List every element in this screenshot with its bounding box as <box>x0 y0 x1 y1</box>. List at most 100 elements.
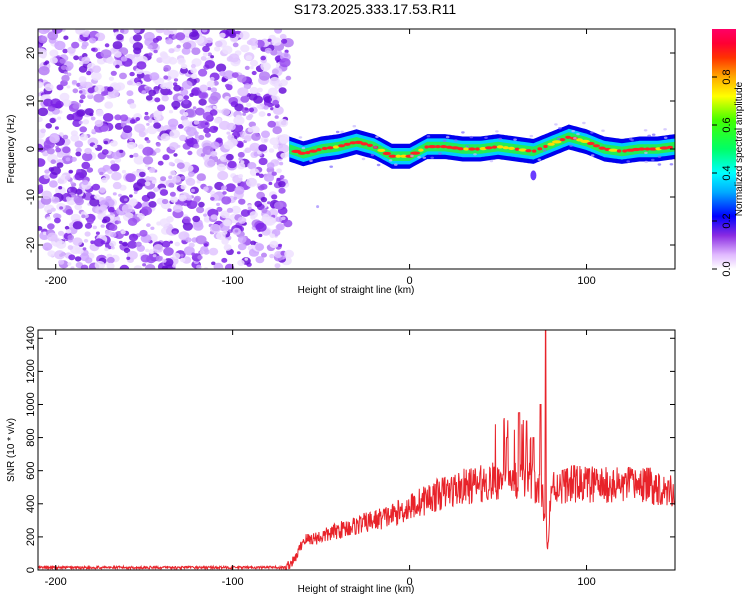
track-speckle <box>626 160 630 163</box>
noise-blob <box>203 186 209 192</box>
noise-blob <box>266 162 275 169</box>
noise-blob <box>190 67 197 74</box>
noise-blob <box>182 216 191 224</box>
noise-blob <box>120 230 126 235</box>
signal-track-core <box>457 147 464 151</box>
noise-blob <box>48 167 54 172</box>
noise-blob <box>173 78 179 82</box>
signal-track-core <box>547 142 555 146</box>
signal-track-core <box>309 149 318 153</box>
noise-blob <box>225 183 236 193</box>
noise-blob <box>237 151 245 158</box>
noise-blob <box>95 231 100 235</box>
noise-blob <box>72 237 83 246</box>
noise-blob <box>148 89 157 97</box>
noise-blob <box>94 84 105 94</box>
noise-blob <box>81 152 93 162</box>
noise-blob <box>185 177 196 186</box>
noise-blob <box>175 32 186 41</box>
noise-blob <box>226 84 233 90</box>
colorbar-tick-label: 0.6 <box>721 117 733 132</box>
noise-blob <box>115 64 120 69</box>
noise-blob <box>210 55 215 59</box>
noise-blob <box>121 169 127 174</box>
noise-blob <box>78 76 87 83</box>
noise-blob <box>257 150 262 155</box>
noise-blob <box>200 153 206 157</box>
noise-blob <box>201 29 208 33</box>
noise-blob <box>153 122 162 129</box>
noise-blob <box>38 116 43 123</box>
noise-blob <box>269 76 281 87</box>
noise-blob <box>138 131 146 138</box>
noise-blob <box>210 214 218 220</box>
noise-blob <box>78 120 83 125</box>
noise-blob <box>185 194 193 201</box>
noise-blob <box>141 90 147 95</box>
signal-track-core <box>418 148 424 152</box>
noise-blob <box>63 35 69 40</box>
noise-blob <box>161 95 169 102</box>
noise-blob <box>269 233 276 239</box>
noise-blob <box>211 261 216 266</box>
noise-blob <box>227 134 235 141</box>
noise-blob <box>278 243 283 247</box>
noise-blob <box>165 136 171 140</box>
noise-blob <box>62 99 72 107</box>
noise-blob <box>63 71 68 75</box>
noise-blob <box>153 49 158 54</box>
noise-blob <box>112 41 123 50</box>
noise-blob <box>237 142 244 148</box>
noise-blob <box>204 158 216 168</box>
noise-blob <box>132 34 142 42</box>
noise-blob <box>65 209 74 216</box>
noise-blob <box>54 217 61 224</box>
noise-blob <box>38 29 50 35</box>
noise-blob <box>135 117 141 121</box>
noise-blob <box>237 74 247 83</box>
noise-blob <box>127 240 138 249</box>
noise-blob <box>214 117 222 124</box>
noise-blob <box>161 55 172 64</box>
noise-blob <box>84 231 91 237</box>
noise-blob <box>118 193 122 197</box>
noise-blob <box>272 105 284 115</box>
noise-blob <box>191 252 196 256</box>
noise-blob <box>119 114 129 122</box>
noise-blob <box>209 109 218 116</box>
noise-blob <box>147 44 153 50</box>
noise-blob <box>126 256 131 260</box>
noise-blob <box>264 216 276 226</box>
track-speckle <box>542 149 547 152</box>
noise-blob <box>247 113 254 119</box>
noise-blob <box>82 179 89 186</box>
noise-blob <box>244 257 248 261</box>
noise-blob <box>116 33 124 41</box>
noise-blob <box>163 247 174 256</box>
noise-blob <box>278 187 286 194</box>
signal-track-core <box>316 148 322 152</box>
noise-blob <box>199 84 209 92</box>
noise-blob <box>213 262 224 269</box>
y-tick-label: 400 <box>25 495 37 513</box>
noise-blob <box>238 198 246 205</box>
noise-blob <box>260 196 268 203</box>
noise-blob <box>251 70 257 76</box>
track-speckle <box>498 137 503 141</box>
noise-blob <box>251 45 257 50</box>
noise-blob <box>79 94 86 100</box>
track-speckle <box>454 139 458 142</box>
noise-blob <box>191 47 201 55</box>
signal-track-core <box>354 140 363 144</box>
noise-blob <box>169 129 181 139</box>
noise-blob <box>191 87 202 96</box>
signal-track-core <box>395 154 402 158</box>
noise-blob <box>85 257 93 264</box>
noise-blob <box>197 255 203 260</box>
noise-blob <box>218 120 231 130</box>
noise-blob <box>228 53 240 63</box>
noise-blob <box>44 169 50 174</box>
noise-blob <box>71 41 80 49</box>
track-speckle <box>465 145 470 148</box>
noise-blob <box>176 44 181 49</box>
